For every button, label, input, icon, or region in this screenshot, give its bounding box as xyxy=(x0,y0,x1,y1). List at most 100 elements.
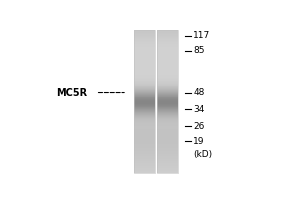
Bar xyxy=(134,172,155,173)
Bar xyxy=(134,53,155,54)
Bar xyxy=(134,64,155,65)
Bar xyxy=(134,99,155,100)
Bar xyxy=(134,159,155,160)
Bar xyxy=(157,75,178,76)
Bar xyxy=(134,102,155,103)
Bar xyxy=(157,30,178,31)
Bar xyxy=(134,33,155,34)
Bar xyxy=(157,100,178,101)
Bar xyxy=(157,82,178,83)
Bar xyxy=(134,151,155,152)
Bar xyxy=(134,152,155,153)
Bar xyxy=(134,165,155,166)
Bar xyxy=(134,75,155,76)
Bar xyxy=(134,153,155,154)
Bar xyxy=(157,70,178,71)
Bar xyxy=(157,56,178,57)
Text: 34: 34 xyxy=(193,105,205,114)
Bar xyxy=(157,143,178,144)
Bar xyxy=(134,132,155,133)
Bar xyxy=(157,167,178,168)
Bar xyxy=(157,42,178,43)
Bar xyxy=(157,67,178,68)
Bar xyxy=(134,57,155,58)
Bar xyxy=(134,113,155,114)
Bar xyxy=(134,93,155,94)
Bar xyxy=(134,58,155,59)
Bar xyxy=(157,145,178,146)
Bar xyxy=(157,66,178,67)
Bar xyxy=(157,155,178,156)
Bar xyxy=(134,49,155,50)
Bar xyxy=(157,149,178,150)
Bar xyxy=(157,160,178,161)
Bar xyxy=(134,133,155,134)
Bar xyxy=(157,101,178,102)
Bar xyxy=(157,127,178,128)
Bar xyxy=(134,160,155,161)
Bar xyxy=(134,59,155,60)
Bar xyxy=(134,118,155,119)
Bar xyxy=(157,89,178,90)
Bar xyxy=(134,134,155,135)
Bar xyxy=(157,139,178,140)
Bar xyxy=(134,81,155,82)
Text: 48: 48 xyxy=(193,88,205,97)
Bar xyxy=(157,108,178,109)
Bar xyxy=(134,112,155,113)
Text: 117: 117 xyxy=(193,31,211,40)
Bar xyxy=(157,40,178,41)
Bar xyxy=(157,46,178,47)
Text: 19: 19 xyxy=(193,137,205,146)
Bar xyxy=(157,39,178,40)
Bar xyxy=(134,161,155,162)
Bar xyxy=(134,131,155,132)
Bar xyxy=(157,138,178,139)
Bar xyxy=(134,157,155,158)
Bar xyxy=(157,153,178,154)
Bar xyxy=(134,32,155,33)
Bar xyxy=(157,136,178,137)
Bar xyxy=(134,76,155,77)
Bar xyxy=(134,140,155,141)
Bar xyxy=(134,156,155,157)
Bar xyxy=(134,154,155,155)
Bar xyxy=(134,149,155,150)
Bar xyxy=(157,159,178,160)
Bar xyxy=(134,169,155,170)
Bar xyxy=(134,37,155,38)
Bar xyxy=(157,168,178,169)
Bar xyxy=(157,74,178,75)
Bar xyxy=(134,87,155,88)
Bar xyxy=(157,34,178,35)
Bar xyxy=(157,38,178,39)
Bar xyxy=(134,85,155,86)
Bar xyxy=(134,136,155,137)
Bar xyxy=(157,30,178,173)
Bar xyxy=(134,41,155,42)
Bar xyxy=(157,45,178,46)
Bar xyxy=(157,125,178,126)
Bar xyxy=(157,85,178,86)
Bar xyxy=(157,126,178,127)
Bar xyxy=(157,114,178,115)
Bar xyxy=(157,43,178,44)
Bar xyxy=(157,84,178,85)
Bar xyxy=(157,79,178,80)
Bar xyxy=(157,44,178,45)
Bar xyxy=(134,42,155,43)
Bar xyxy=(157,65,178,66)
Bar xyxy=(134,104,155,105)
Bar xyxy=(134,162,155,163)
Bar xyxy=(134,128,155,129)
Bar xyxy=(134,86,155,87)
Bar xyxy=(134,70,155,71)
Bar xyxy=(157,93,178,94)
Bar xyxy=(157,122,178,123)
Bar xyxy=(134,160,155,161)
Bar xyxy=(157,158,178,159)
Bar xyxy=(157,130,178,131)
Bar xyxy=(134,145,155,146)
Bar xyxy=(134,110,155,111)
Bar xyxy=(134,89,155,90)
